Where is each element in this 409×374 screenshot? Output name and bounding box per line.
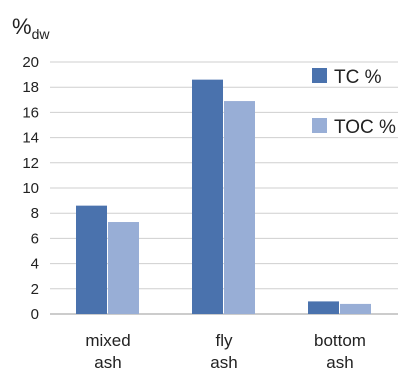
legend-label: TC % <box>334 67 382 88</box>
x-category-label: ash <box>326 353 353 372</box>
y-tick-label: 12 <box>22 155 39 172</box>
y-tick-label: 4 <box>31 256 39 273</box>
x-category-label: ash <box>94 353 121 372</box>
y-tick-label: 6 <box>31 230 39 247</box>
y-axis-unit-subscript: dw <box>32 26 51 42</box>
y-tick-label: 0 <box>31 306 39 323</box>
y-axis-unit: % <box>12 14 32 39</box>
y-tick-labels: 0 2 4 6 8 10 12 14 16 18 20 <box>22 54 39 323</box>
legend-swatch <box>312 68 327 83</box>
x-category-labels: mixed ash fly ash bottom ash <box>85 331 366 372</box>
x-category-label: mixed <box>85 331 130 350</box>
bar-tc <box>76 205 107 314</box>
x-category-label: fly <box>216 331 234 350</box>
legend: TC % TOC % <box>312 67 396 138</box>
y-axis-unit-label: %dw <box>12 14 50 42</box>
legend-label: TOC % <box>334 117 396 138</box>
y-tick-label: 18 <box>22 79 39 96</box>
y-tick-label: 8 <box>31 205 39 222</box>
legend-swatch <box>312 118 327 133</box>
y-tick-label: 14 <box>22 130 39 147</box>
y-tick-label: 10 <box>22 180 39 197</box>
x-category-label: ash <box>210 353 237 372</box>
y-tick-label: 2 <box>31 281 39 298</box>
bar-toc <box>108 222 139 314</box>
bar-toc <box>224 101 255 314</box>
bar-tc <box>308 301 339 314</box>
bar-toc <box>340 303 371 314</box>
y-tick-label: 16 <box>22 104 39 121</box>
x-category-label: bottom <box>314 331 366 350</box>
bar-tc <box>192 79 223 314</box>
y-tick-label: 20 <box>22 54 39 71</box>
bars <box>76 79 371 314</box>
